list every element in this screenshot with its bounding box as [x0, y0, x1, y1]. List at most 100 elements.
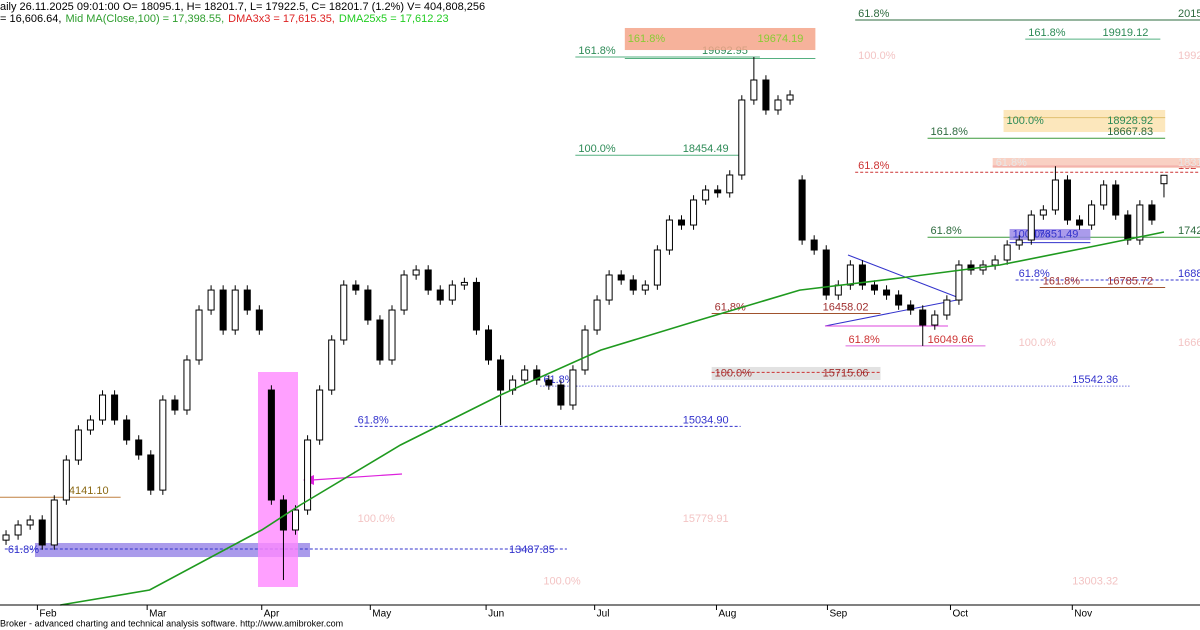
header: aily 26.11.2025 09:01:00 O= 18095.1, H= … — [0, 1, 485, 13]
x-tick-label: Jun — [488, 609, 504, 620]
level-box — [711, 366, 881, 380]
x-tick-label: Aug — [718, 609, 736, 620]
candle-body — [581, 329, 589, 371]
level-price: 2015 — [1178, 8, 1200, 20]
candle-body — [460, 281, 468, 286]
candle-body — [810, 239, 818, 251]
candle-body — [255, 309, 263, 331]
candle-body — [340, 284, 348, 341]
level-label: 100.0% — [715, 367, 753, 379]
candle-body — [292, 509, 300, 531]
level-label: 100.0% — [858, 50, 896, 62]
candle-body — [1051, 179, 1059, 211]
x-tick-label: Nov — [1074, 609, 1092, 620]
candle-body — [521, 369, 529, 381]
level-price: 18667.83 — [1107, 126, 1153, 138]
candle-body — [617, 274, 625, 281]
candle-body — [545, 379, 553, 386]
level-price: 1688 — [1178, 268, 1200, 280]
footer: Broker - advanced charting and technical… — [0, 618, 343, 628]
candle-body — [569, 369, 577, 406]
candle-body — [195, 309, 203, 361]
candle-body — [135, 439, 143, 456]
candle-body — [858, 264, 866, 286]
level-label: 61.8% — [931, 225, 962, 237]
candle-body — [593, 299, 601, 331]
candle-body — [62, 459, 70, 501]
candle-body — [1039, 209, 1047, 216]
level-price: 1666 — [1178, 337, 1200, 349]
x-tick-label: Feb — [39, 609, 57, 620]
candle-body — [1148, 204, 1156, 221]
candle-body — [895, 294, 903, 306]
level-label: 61.8% — [858, 160, 889, 172]
candle-body — [74, 429, 82, 461]
candle-body — [1063, 179, 1071, 221]
level-price: 1992 — [1178, 50, 1200, 62]
candle-body — [26, 519, 34, 526]
candle-body — [111, 394, 119, 421]
candles — [2, 57, 1168, 581]
indicators: = 16,606.64, Mid MA(Close,100) = 17,398.5… — [0, 13, 449, 25]
level-price: 15542.36 — [1072, 374, 1118, 386]
level-price: 1742 — [1178, 225, 1200, 237]
arrow-shaft — [311, 473, 403, 481]
candle-body — [955, 264, 963, 301]
candle-body — [629, 279, 637, 291]
candle-body — [352, 284, 360, 291]
candle-body — [267, 389, 275, 501]
candle-body — [159, 399, 167, 491]
level-box — [1003, 109, 1166, 133]
candle-body — [1027, 214, 1035, 241]
level-label: 61.8% — [996, 157, 1027, 169]
candle-body — [123, 419, 131, 441]
candle-body — [231, 289, 239, 331]
candle-body — [424, 269, 432, 291]
candle-body — [436, 289, 444, 301]
candle-body — [304, 439, 312, 511]
level-price: 16049.66 — [928, 334, 974, 346]
candle-body — [86, 419, 94, 431]
candle-body — [497, 359, 505, 391]
level-label: 161.8% — [931, 126, 969, 138]
level-label: 100.0% — [1019, 337, 1057, 349]
candle-body — [677, 219, 686, 226]
level-price: 19919.12 — [1102, 27, 1148, 39]
candle-body — [750, 79, 758, 101]
candle-body — [1088, 204, 1096, 226]
level-label: 61.8% — [1019, 268, 1050, 280]
level-price: 15034.90 — [683, 414, 729, 426]
candle-body — [653, 249, 661, 286]
level-label: 100.0% — [578, 143, 616, 155]
candle-body — [641, 284, 649, 291]
level-label: 100.0% — [543, 575, 581, 587]
candle-body — [967, 264, 975, 271]
x-tick-label: Mar — [149, 609, 167, 620]
candle-body — [1112, 184, 1120, 216]
candle-body — [38, 519, 46, 546]
candle-body — [472, 281, 480, 331]
header-backdrop — [0, 0, 600, 26]
candle-body — [533, 369, 541, 381]
candle-body — [774, 99, 782, 111]
level-label: 161.8% — [578, 45, 616, 57]
x-tick-label: May — [372, 609, 391, 620]
indicator: DMA25x5 = 17,612.23 — [339, 13, 449, 25]
level-price: 19674.19 — [757, 33, 803, 45]
candle-body — [14, 524, 22, 536]
candle-body — [846, 264, 854, 286]
candle-body — [412, 269, 420, 276]
x-tick-label: Oct — [952, 609, 968, 620]
candle-body — [907, 304, 915, 311]
level-price: 15779.91 — [683, 513, 729, 525]
candle-body — [1124, 214, 1132, 241]
candle-body — [943, 299, 951, 316]
candle-body — [183, 359, 191, 411]
candle-body — [919, 309, 927, 326]
indicator: = 16,606.64, — [0, 13, 61, 25]
candle-body — [714, 189, 722, 194]
level-box — [624, 27, 816, 51]
